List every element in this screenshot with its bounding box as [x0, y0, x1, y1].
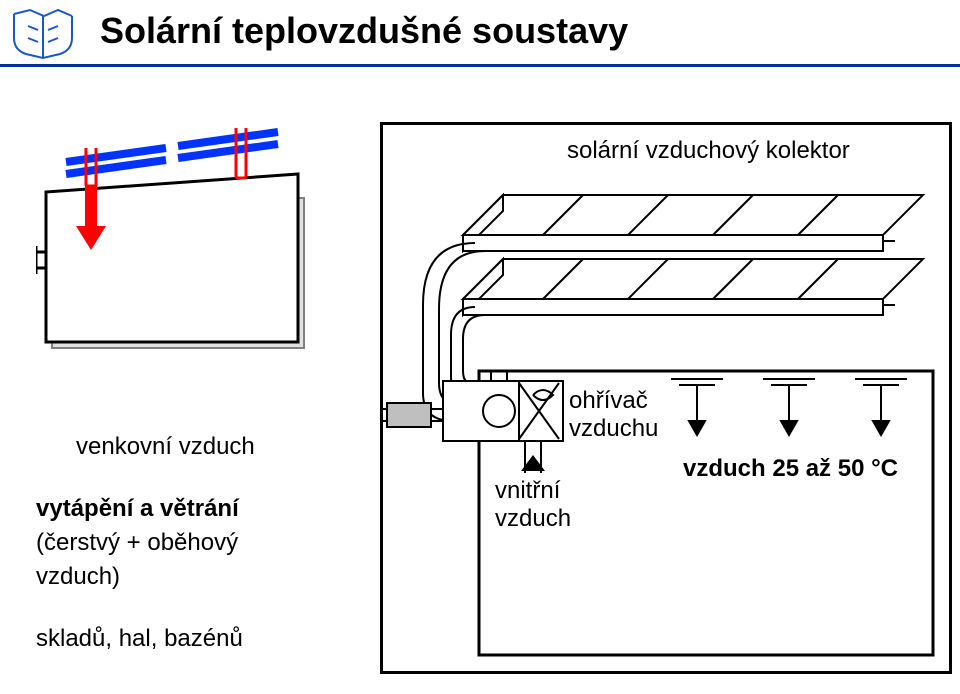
fresh-recirc-label-1: (čerstvý + oběhový	[36, 526, 316, 560]
storage-label: skladů, hal, bazénů	[36, 622, 316, 656]
left-column: venkovní vzduch vytápění a větrání (čers…	[36, 430, 316, 656]
outdoor-air-label: venkovní vzduch	[76, 430, 316, 464]
air-temp-label: vzduch 25 až 50 °C	[683, 455, 898, 483]
house-diagram	[36, 120, 314, 356]
heating-ventilation-label: vytápění a větrání	[36, 492, 316, 526]
heater-label-2: vzduchu	[569, 415, 658, 443]
inner-air-label-2: vzduch	[495, 505, 571, 533]
title-rule	[0, 64, 960, 67]
page-title: Solární teplovzdušné soustavy	[100, 10, 628, 52]
fresh-recirc-label-2: vzduch)	[36, 560, 316, 594]
heater-label-1: ohřívač	[569, 387, 648, 415]
logo	[8, 4, 78, 65]
inner-air-label-1: vnitřní	[495, 477, 560, 505]
system-diagram: solární vzduchový kolektor ohřívač vzduc…	[380, 122, 952, 674]
collector-label: solární vzduchový kolektor	[567, 137, 850, 165]
